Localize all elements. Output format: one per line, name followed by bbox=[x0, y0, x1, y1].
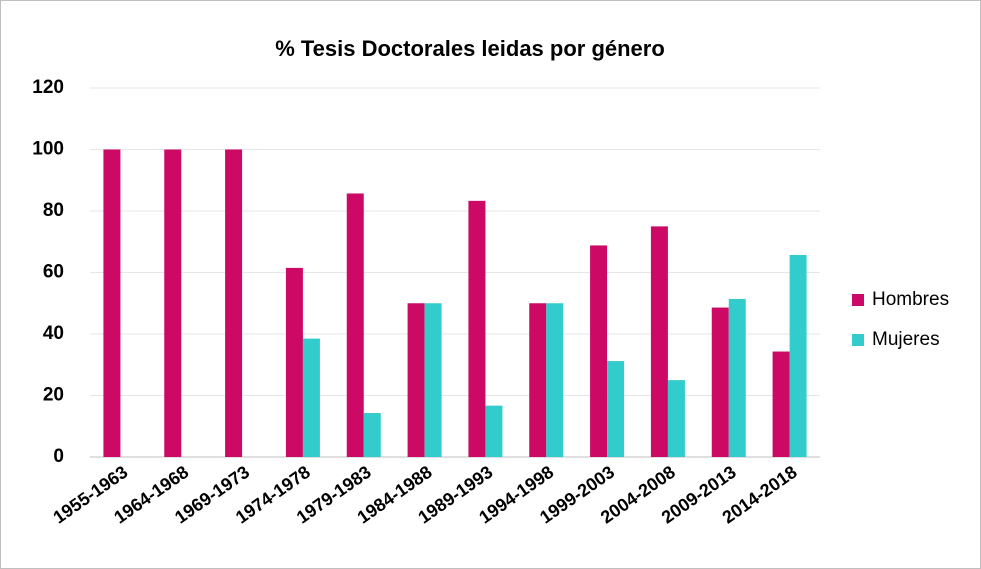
y-tick-label: 40 bbox=[43, 323, 64, 344]
y-tick-label: 0 bbox=[53, 446, 64, 467]
bar bbox=[789, 254, 807, 457]
y-tick-label: 60 bbox=[43, 262, 64, 283]
legend-label: Hombres bbox=[872, 289, 949, 310]
bar bbox=[667, 380, 685, 457]
bar bbox=[590, 245, 608, 457]
bar bbox=[607, 361, 625, 457]
bar bbox=[772, 351, 790, 457]
bar bbox=[302, 338, 320, 457]
bar bbox=[346, 193, 364, 457]
bar bbox=[285, 267, 303, 457]
y-tick-label: 80 bbox=[43, 200, 64, 221]
bar bbox=[103, 149, 121, 457]
bar bbox=[529, 303, 547, 457]
bar bbox=[407, 303, 425, 457]
legend-label: Mujeres bbox=[872, 329, 940, 350]
chart-title: % Tesis Doctorales leidas por género bbox=[275, 36, 665, 61]
bar bbox=[485, 405, 503, 457]
bar bbox=[546, 303, 564, 457]
bar bbox=[164, 149, 182, 457]
bar bbox=[424, 303, 442, 457]
y-tick-label: 20 bbox=[43, 385, 64, 406]
bar bbox=[225, 149, 243, 457]
bar bbox=[728, 298, 746, 457]
legend-swatch bbox=[852, 334, 864, 346]
y-tick-label: 100 bbox=[32, 139, 64, 160]
bar bbox=[363, 413, 381, 457]
y-tick-label: 120 bbox=[32, 77, 64, 98]
bar bbox=[468, 200, 486, 458]
bar bbox=[650, 226, 668, 457]
legend-swatch bbox=[852, 294, 864, 306]
bar bbox=[711, 307, 729, 457]
